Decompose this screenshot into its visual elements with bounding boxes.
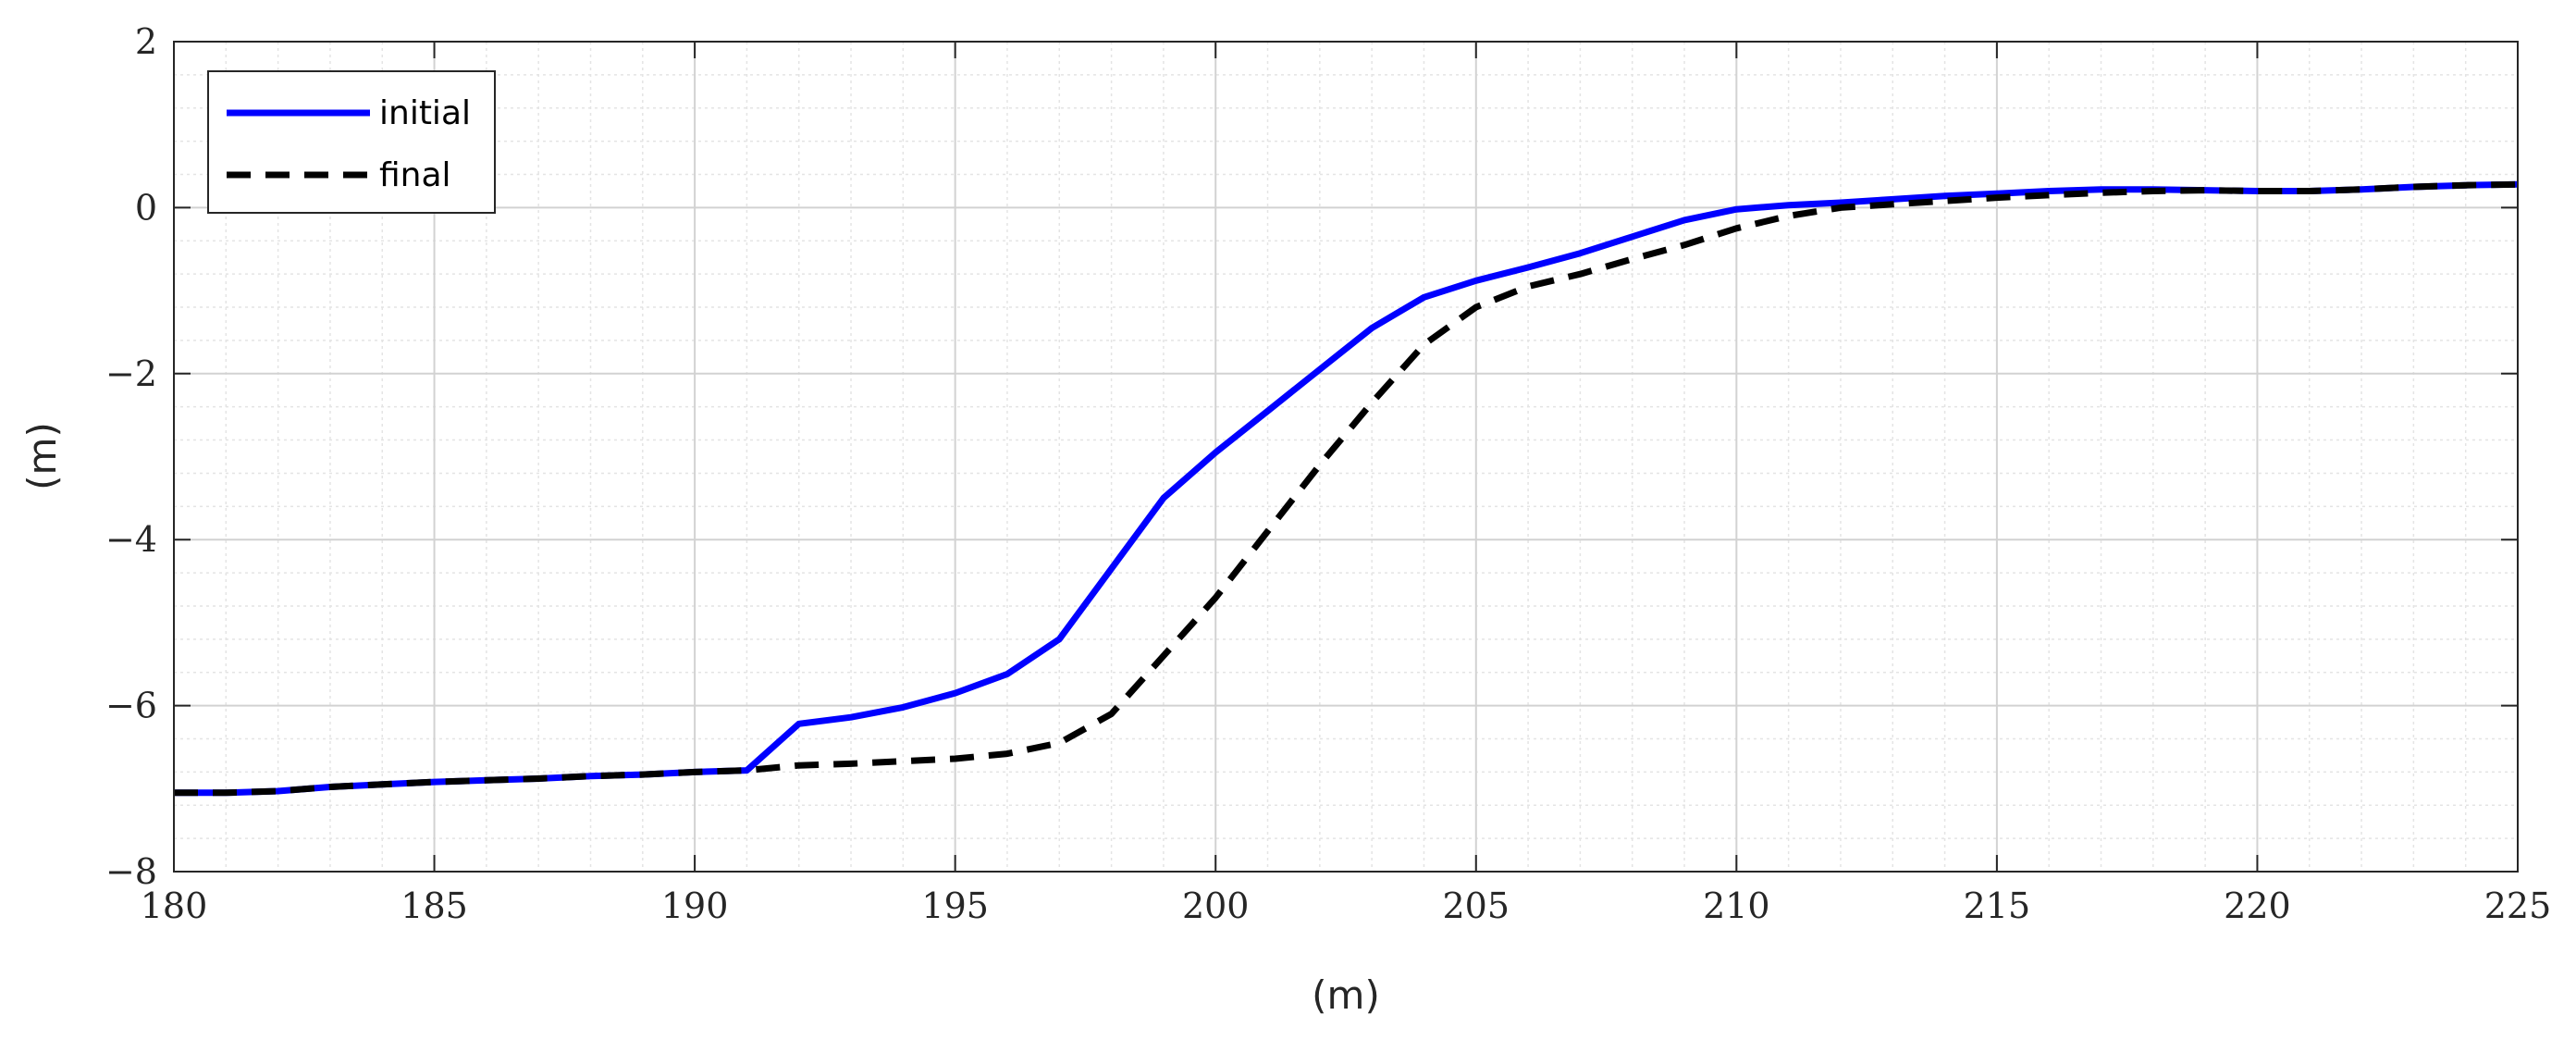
y-tick-label: −2 [105, 353, 157, 394]
y-tick-labels: −8 −6 −4 −2 0 2 [105, 21, 157, 892]
x-tick-label: 210 [1703, 885, 1770, 926]
legend-label-final: final [379, 156, 451, 194]
y-tick-label: 0 [135, 187, 157, 228]
series-layer [174, 180, 2519, 797]
legend: initial final [207, 70, 496, 214]
x-tick-label: 205 [1443, 885, 1510, 926]
y-tick-label: −6 [105, 686, 157, 726]
series-line-final [174, 180, 2519, 797]
x-tick-label: 190 [661, 885, 729, 926]
axis-ticks [173, 41, 2519, 873]
x-tick-label: 220 [2224, 885, 2291, 926]
y-tick-label: −8 [105, 851, 157, 892]
plot-frame [173, 41, 2519, 873]
y-tick-label: 2 [135, 21, 157, 62]
x-tick-label: 200 [1182, 885, 1250, 926]
x-tick-labels: 180 185 190 195 200 205 210 215 220 225 [141, 885, 2552, 926]
y-tick-label: −4 [105, 519, 157, 560]
x-tick-label: 225 [2484, 885, 2552, 926]
x-tick-label: 180 [141, 885, 208, 926]
y-axis-title: (m) [19, 422, 65, 490]
x-tick-label: 195 [921, 885, 989, 926]
legend-box [207, 70, 496, 214]
legend-label-initial: initial [379, 94, 471, 132]
x-tick-label: 185 [401, 885, 468, 926]
x-axis-title: (m) [1312, 972, 1380, 1018]
x-tick-label: 215 [1964, 885, 2031, 926]
